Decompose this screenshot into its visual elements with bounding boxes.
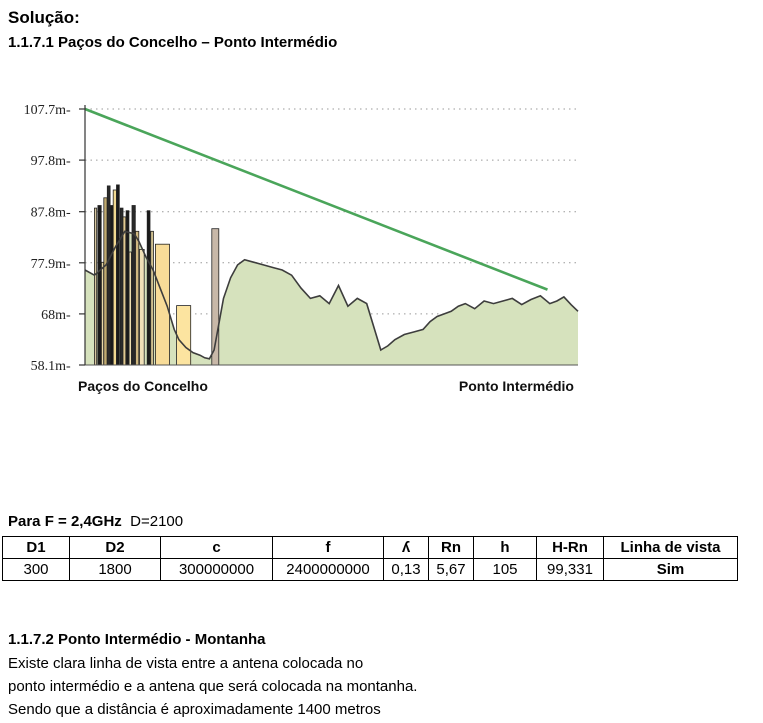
y-tick-dash: -: [66, 257, 71, 272]
header-lambda: ʎ: [383, 536, 429, 559]
body-line-1: Existe clara linha de vista entre a ante…: [8, 655, 364, 672]
y-tick-dash: -: [66, 308, 71, 323]
table-header-row: D1 D2 c f ʎ Rn h H-Rn Linha de vista: [2, 536, 738, 559]
body-line-2: ponto intermédio e a antena que será col…: [8, 678, 418, 695]
building: [106, 185, 111, 366]
y-tick-label: 77.9m: [31, 257, 67, 272]
y-tick-dash: -: [66, 359, 71, 374]
building: [103, 197, 108, 366]
terrain-layer: [85, 231, 578, 365]
cell-linha-de-vista: Sim: [603, 558, 738, 581]
y-tick-dash: -: [66, 206, 71, 221]
building: [150, 230, 154, 366]
start-point-label: Paços do Concelho: [78, 378, 208, 394]
header-h: h: [473, 536, 537, 559]
section-title-1: 1.1.7.1 Paços do Concelho – Ponto Interm…: [8, 34, 338, 51]
building: [122, 216, 127, 366]
frequency-line: Para F = 2,4GHz D=2100: [8, 513, 183, 530]
end-point-label: Ponto Intermédio: [459, 378, 574, 394]
cell-d2: 1800: [69, 558, 161, 581]
y-axis: 107.7m -97.8m -87.8m -77.9m -68m -58.1m -: [24, 103, 86, 374]
building: [131, 205, 136, 366]
section-title-2: 1.1.7.2 Ponto Intermédio - Montanha: [8, 631, 266, 648]
header-d2: D2: [69, 536, 161, 559]
building: [146, 210, 151, 366]
y-tick-label: 68m: [41, 308, 66, 323]
y-tick-label: 87.8m: [31, 206, 67, 221]
cell-c: 300000000: [160, 558, 273, 581]
building: [112, 189, 117, 366]
building: [135, 230, 140, 366]
distance-label: D=2100: [130, 513, 184, 530]
header-d1: D1: [2, 536, 70, 559]
y-tick-dash: -: [66, 154, 71, 169]
building: [110, 205, 114, 366]
building: [94, 207, 98, 366]
table-row: 300 1800 300000000 2400000000 0,13 5,67 …: [2, 558, 738, 581]
terrain-profile-chart: 107.7m -97.8m -87.8m -77.9m -68m -58.1m - Paço…: [24, 103, 579, 394]
line-of-sight: [84, 107, 548, 291]
y-tick-label: 97.8m: [31, 154, 67, 169]
terrain-outline: [84, 230, 579, 360]
y-tick-label: 107.7m: [24, 103, 67, 118]
results-table: D1 D2 c f ʎ Rn h H-Rn Linha de vista 300…: [2, 536, 738, 581]
building: [139, 248, 145, 366]
building: [119, 207, 124, 366]
body-line-3: Sendo que a distância é aproximadamente …: [8, 701, 381, 718]
building: [128, 251, 132, 366]
header-linha-de-vista: Linha de vista: [603, 536, 738, 559]
header-rn: Rn: [428, 536, 474, 559]
cell-h: 105: [473, 558, 537, 581]
building: [116, 184, 120, 366]
building: [176, 305, 192, 366]
cell-lambda: 0,13: [383, 558, 429, 581]
header-c: c: [160, 536, 273, 559]
cell-f: 2400000000: [272, 558, 384, 581]
terrain-area: [85, 231, 578, 365]
y-tick-dash: -: [66, 103, 71, 118]
cell-rn: 5,67: [428, 558, 474, 581]
frequency-label: Para F = 2,4GHz: [8, 513, 122, 530]
page-heading: Solução:: [8, 8, 80, 27]
cell-d1: 300: [2, 558, 70, 581]
y-tick-label: 58.1m: [31, 359, 67, 374]
header-f: f: [272, 536, 384, 559]
building: [125, 210, 130, 366]
building: [101, 261, 105, 366]
building: [97, 205, 102, 366]
buildings-layer: [84, 184, 579, 366]
header-h-rn: H-Rn: [536, 536, 604, 559]
cell-h-rn: 99,331: [536, 558, 604, 581]
